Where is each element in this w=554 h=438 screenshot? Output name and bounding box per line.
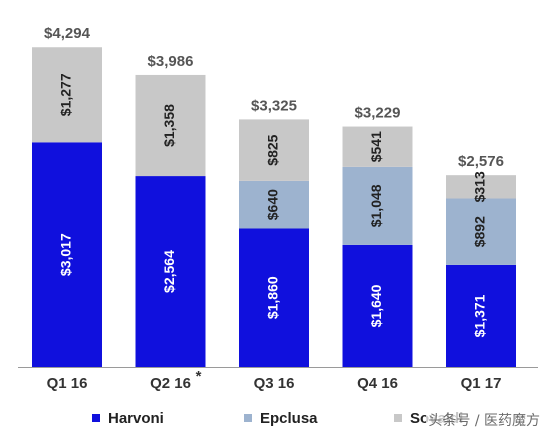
data-label-harvoni-4: $1,371 (472, 294, 488, 337)
total-label-0: $4,294 (44, 25, 91, 42)
data-label-sovaldi-1: $1,358 (161, 104, 177, 147)
legend-label-epclusa: Epclusa (260, 410, 318, 427)
data-label-harvoni-3: $1,640 (368, 284, 384, 327)
x-tick-marker-1: * (196, 368, 202, 385)
total-label-1: $3,986 (148, 53, 194, 70)
data-label-harvoni-1: $2,564 (161, 250, 177, 293)
data-label-harvoni-2: $1,860 (265, 276, 281, 319)
data-label-epclusa-2: $640 (265, 189, 281, 220)
total-label-4: $2,576 (458, 153, 504, 170)
legend-label-harvoni: Harvoni (108, 410, 164, 427)
watermark-text: 头条号 / 医药魔方 (426, 410, 542, 430)
data-label-sovaldi-2: $825 (265, 134, 281, 165)
bar-epclusa-2 (239, 180, 309, 229)
data-label-epclusa-3: $1,048 (368, 184, 384, 227)
bar-harvoni-1 (135, 176, 206, 367)
bar-sovaldi-3 (342, 126, 413, 167)
legend-swatch-sovaldi (394, 414, 402, 422)
data-label-harvoni-0: $3,017 (58, 233, 74, 276)
data-label-sovaldi-3: $541 (368, 131, 384, 162)
bar-harvoni-4 (446, 264, 516, 367)
bar-harvoni-0 (32, 142, 102, 367)
legend-swatch-epclusa (244, 414, 252, 422)
data-label-sovaldi-0: $1,277 (58, 73, 74, 116)
legend-swatch-harvoni (92, 414, 100, 422)
bar-harvoni-2 (239, 228, 309, 367)
x-tick-label-1: Q2 16 (150, 375, 191, 392)
x-tick-label-3: Q4 16 (357, 375, 398, 392)
bar-sovaldi-0 (32, 47, 102, 143)
total-label-3: $3,229 (355, 105, 401, 122)
bar-sovaldi-4 (446, 175, 516, 199)
x-tick-label-4: Q1 17 (461, 375, 502, 392)
bar-sovaldi-2 (239, 119, 309, 181)
bar-harvoni-3 (342, 244, 413, 367)
x-tick-label-0: Q1 16 (47, 375, 88, 392)
total-label-2: $3,325 (251, 97, 297, 114)
data-label-epclusa-4: $892 (472, 216, 488, 247)
data-label-sovaldi-4: $313 (472, 171, 488, 202)
bar-sovaldi-1 (135, 74, 206, 177)
bar-epclusa-4 (446, 198, 516, 265)
bar-epclusa-3 (342, 166, 413, 245)
x-tick-label-2: Q3 16 (254, 375, 295, 392)
